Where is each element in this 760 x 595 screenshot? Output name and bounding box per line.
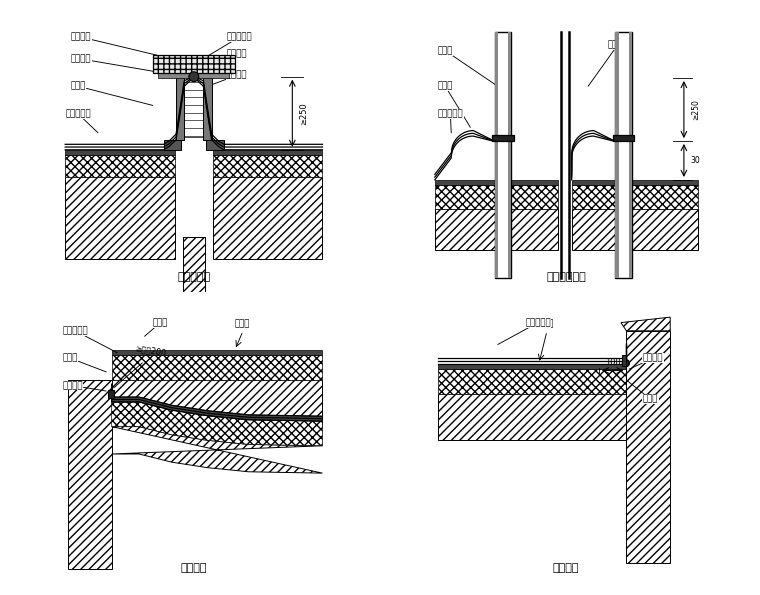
Polygon shape <box>112 427 322 473</box>
Polygon shape <box>621 317 670 331</box>
Bar <box>492 135 515 141</box>
Text: 卷材防水层: 卷材防水层 <box>498 318 551 345</box>
Text: 密封材料: 密封材料 <box>62 381 106 391</box>
Bar <box>508 32 511 278</box>
Polygon shape <box>213 155 322 177</box>
Text: ≥250: ≥250 <box>691 99 700 120</box>
Text: 卷材防水层: 卷材防水层 <box>438 109 463 133</box>
Polygon shape <box>65 155 175 177</box>
Polygon shape <box>153 55 235 73</box>
Bar <box>613 135 634 141</box>
Polygon shape <box>176 73 184 140</box>
Polygon shape <box>65 177 175 259</box>
Text: 泡沫塑料: 泡沫塑料 <box>207 71 247 86</box>
Polygon shape <box>163 140 182 150</box>
Text: 水泥钉: 水泥钉 <box>62 353 106 372</box>
Polygon shape <box>572 185 698 209</box>
Bar <box>629 32 632 278</box>
Polygon shape <box>112 350 322 355</box>
Polygon shape <box>438 394 626 440</box>
Text: 附加层: 附加层 <box>144 318 168 336</box>
Text: 衬垫材料: 衬垫材料 <box>71 33 161 56</box>
Polygon shape <box>206 140 224 150</box>
Polygon shape <box>438 369 626 394</box>
Polygon shape <box>112 355 322 380</box>
Bar <box>108 390 115 398</box>
Bar <box>495 32 511 278</box>
Text: 密封材料: 密封材料 <box>629 353 663 369</box>
Polygon shape <box>68 380 112 569</box>
Polygon shape <box>204 73 211 140</box>
Text: 水泥钉: 水泥钉 <box>626 380 658 404</box>
Polygon shape <box>65 150 175 155</box>
Text: ≥250: ≥250 <box>299 102 308 125</box>
Text: ≥缝宽200: ≥缝宽200 <box>134 344 166 358</box>
Text: 保护层: 保护层 <box>235 319 250 328</box>
Polygon shape <box>626 331 670 563</box>
Circle shape <box>189 72 198 82</box>
Text: 卷材防水层: 卷材防水层 <box>65 109 98 133</box>
Polygon shape <box>435 180 558 185</box>
Text: 金属箍: 金属箍 <box>438 46 498 86</box>
Polygon shape <box>112 380 322 427</box>
Bar <box>616 32 632 278</box>
Bar <box>495 32 499 278</box>
Text: 卷材封盖: 卷材封盖 <box>71 54 161 73</box>
Polygon shape <box>435 209 558 250</box>
Polygon shape <box>213 150 322 155</box>
Text: 附加层: 附加层 <box>71 82 153 105</box>
Polygon shape <box>438 364 626 369</box>
Text: 密封材料: 密封材料 <box>588 40 628 86</box>
Polygon shape <box>213 177 322 259</box>
Polygon shape <box>572 209 698 250</box>
Polygon shape <box>112 402 322 446</box>
Text: 附加层: 附加层 <box>438 82 470 127</box>
Bar <box>622 355 626 366</box>
Text: 100: 100 <box>605 358 621 367</box>
Circle shape <box>622 359 629 367</box>
Text: 屋面变形缝: 屋面变形缝 <box>177 272 211 282</box>
Bar <box>616 32 619 278</box>
Text: 屋面槽口: 屋面槽口 <box>553 563 579 573</box>
Text: 卷材防水层: 卷材防水层 <box>62 326 117 353</box>
Text: 混凝土盖板: 混凝土盖板 <box>207 33 252 56</box>
Polygon shape <box>435 185 558 209</box>
Polygon shape <box>183 237 204 292</box>
Text: 伸出屋面管道: 伸出屋面管道 <box>546 272 586 282</box>
Text: 保护层: 保护层 <box>539 319 554 328</box>
Text: 屋面檐沟: 屋面檐沟 <box>181 563 207 573</box>
Polygon shape <box>158 73 230 78</box>
Text: 水泥砂浆: 水泥砂浆 <box>207 49 247 67</box>
Text: 30: 30 <box>691 156 701 165</box>
Polygon shape <box>572 180 698 185</box>
Polygon shape <box>112 397 322 421</box>
